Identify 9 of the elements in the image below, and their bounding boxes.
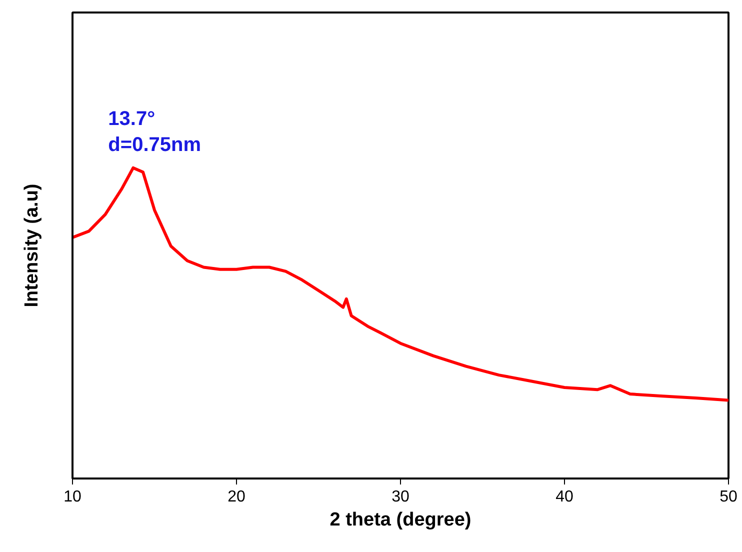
annotation: 13.7°	[108, 108, 156, 130]
x-tick-label: 40	[556, 488, 574, 506]
x-tick-label: 50	[720, 488, 738, 506]
y-axis-title: Intensity (a.u)	[22, 184, 42, 308]
x-axis-title: 2 theta (degree)	[330, 510, 472, 530]
x-tick-label: 30	[392, 488, 410, 506]
annotation: d=0.75nm	[108, 134, 202, 156]
x-tick-label: 20	[228, 488, 246, 506]
x-tick-label: 10	[64, 488, 82, 506]
